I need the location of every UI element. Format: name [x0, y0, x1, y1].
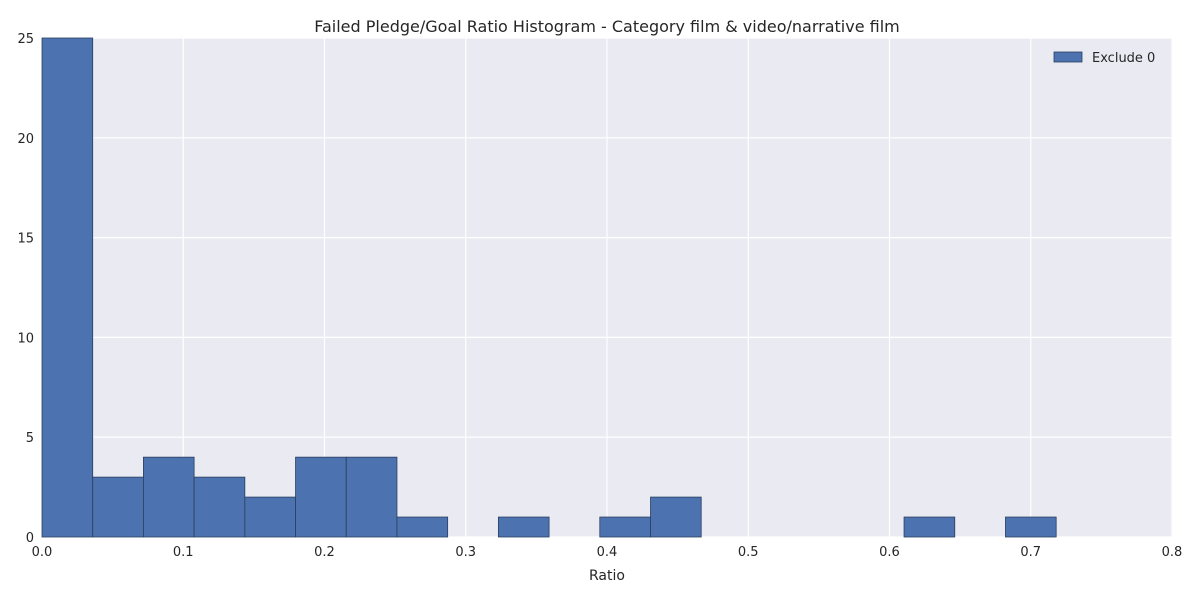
- histogram-bars: [41, 37, 1057, 538]
- x-tick-label: 0.2: [314, 545, 335, 560]
- histogram-bar: [903, 516, 956, 538]
- y-tick-label: 20: [17, 132, 34, 147]
- histogram-bar: [193, 476, 246, 538]
- x-tick-label: 0.3: [455, 545, 476, 560]
- histogram-bar: [295, 456, 347, 538]
- histogram-bar: [244, 496, 296, 538]
- y-tick-label: 5: [26, 431, 34, 446]
- x-tick-label: 0.0: [32, 545, 53, 560]
- x-tick-label: 0.7: [1020, 545, 1041, 560]
- histogram-bar: [599, 516, 651, 538]
- histogram-bar: [497, 516, 550, 538]
- x-tick-labels: 0.0 0.1 0.2 0.3 0.4 0.5 0.6 0.7 0.8: [32, 545, 1183, 560]
- x-axis-label: Ratio: [589, 568, 625, 584]
- legend: Exclude 0: [1053, 51, 1155, 66]
- y-tick-label: 10: [17, 331, 34, 346]
- histogram-bar: [345, 456, 398, 538]
- histogram-bar: [396, 516, 449, 538]
- histogram-bar: [41, 37, 94, 538]
- x-tick-label: 0.4: [597, 545, 618, 560]
- legend-swatch: [1053, 51, 1083, 63]
- chart-title: Failed Pledge/Goal Ratio Histogram - Cat…: [314, 17, 900, 36]
- x-tick-label: 0.6: [879, 545, 900, 560]
- histogram-bar: [143, 456, 195, 538]
- histogram-bar: [1005, 516, 1057, 538]
- histogram-bar: [650, 496, 702, 538]
- y-tick-label: 25: [17, 32, 34, 47]
- x-tick-label: 0.1: [173, 545, 194, 560]
- x-tick-label: 0.5: [738, 545, 759, 560]
- y-tick-labels: 0 5 10 15 20 25: [17, 32, 34, 546]
- y-tick-label: 0: [26, 531, 34, 546]
- histogram-bar: [92, 476, 144, 538]
- y-tick-label: 15: [17, 232, 34, 247]
- x-tick-label: 0.8: [1162, 545, 1183, 560]
- legend-label: Exclude 0: [1092, 51, 1155, 66]
